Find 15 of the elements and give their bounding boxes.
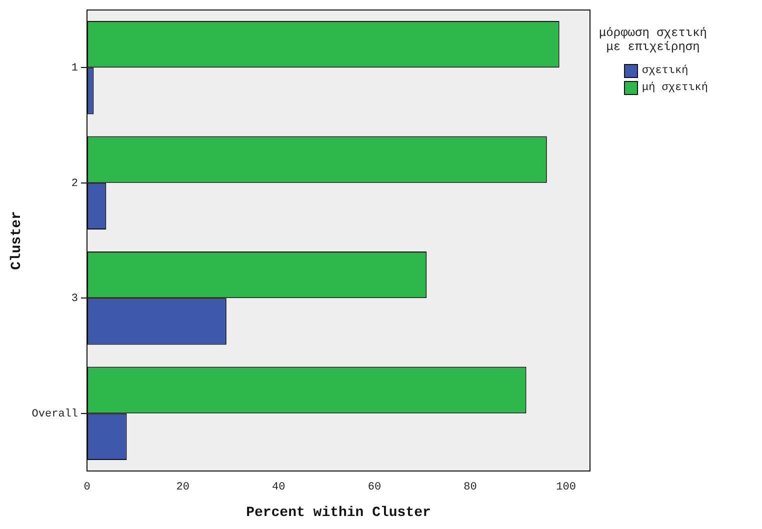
x-axis-title: Percent within Cluster [246,505,431,522]
x-tick-label: 60 [368,482,382,494]
legend-label: σχετική [642,64,688,76]
x-tick-label: 20 [176,482,190,494]
legend-label: μή σχετική [642,82,708,94]
x-tick-label: 0 [84,482,90,494]
y-tick-label: 1 [71,62,78,75]
y-axis-title: Cluster [8,211,25,270]
y-tick-label: 3 [71,293,78,306]
x-tick-label: 100 [556,482,576,494]
legend-title: μόρφωση σχετική με επιχείρηση [598,26,708,54]
x-tick-label: 80 [464,482,477,494]
x-tick-label: 40 [272,482,286,494]
y-tick-label: 2 [71,178,78,190]
y-tick-label: Overall [32,408,78,420]
